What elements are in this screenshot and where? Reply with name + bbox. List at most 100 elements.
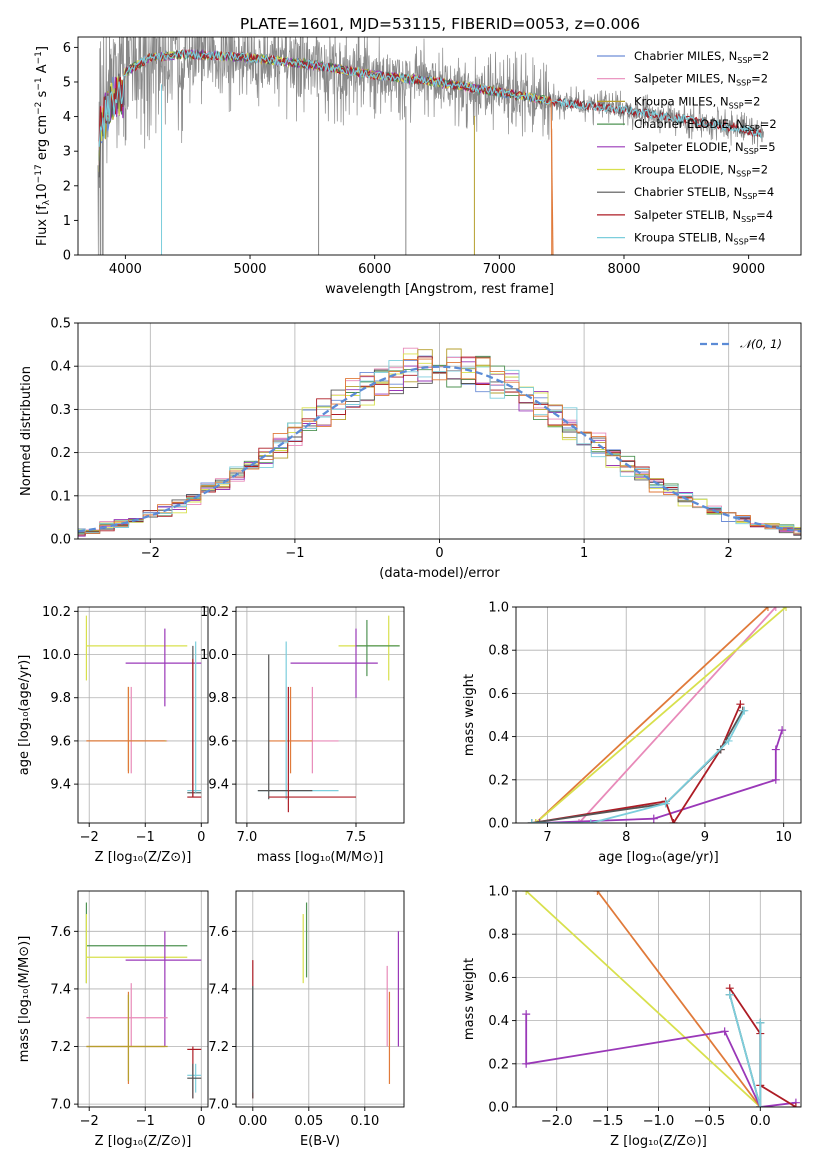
mass-age-crosses bbox=[257, 615, 400, 813]
x-tick-label: −1.5 bbox=[592, 1114, 624, 1129]
weight-marker bbox=[535, 819, 544, 823]
y-tick-label: 9.8 bbox=[50, 691, 71, 706]
y-tick-label: 0.4 bbox=[488, 1014, 509, 1029]
y-tick-label: 0.2 bbox=[488, 1057, 509, 1072]
weight-marker bbox=[724, 736, 733, 745]
weight-marker bbox=[669, 819, 678, 823]
x-tick-label: 9000 bbox=[732, 262, 765, 277]
age-weight-lines bbox=[527, 607, 791, 823]
x-tick-label: −2 bbox=[80, 830, 99, 845]
x-tick-label: 6000 bbox=[358, 262, 391, 277]
x-axis-label: age [log₁₀(age/yr)] bbox=[598, 850, 719, 865]
y-tick-label: 9.4 bbox=[50, 778, 71, 793]
x-axis-label: Z [log₁₀(Z/Z⊙)] bbox=[95, 1134, 192, 1149]
x-tick-label: 7 bbox=[543, 830, 551, 845]
weight-marker bbox=[736, 700, 745, 709]
y-axis-label: mass weight bbox=[462, 674, 477, 756]
age-weight-axes: 7 8 9 10 0.0 0.2 0.4 0.6 0.8 1.0 age [log₁₀(age/yr… bbox=[462, 601, 801, 865]
x-tick-label: 7.5 bbox=[346, 830, 367, 845]
y-tick-label: 1.0 bbox=[488, 885, 509, 900]
y-axis-label: Flux [fλ10−17 erg cm−2 s−1 A−1] bbox=[34, 46, 52, 246]
weight-marker bbox=[586, 819, 595, 823]
weight-line bbox=[531, 703, 742, 823]
legend-entry: 𝒩(0, 1) bbox=[740, 337, 782, 351]
weight-marker bbox=[782, 607, 791, 611]
x-tick-label: 2 bbox=[725, 546, 733, 561]
y-tick-label: 0.4 bbox=[50, 360, 71, 375]
weight-marker bbox=[593, 891, 602, 895]
spectrum-legend: Chabrier MILES, NSSP=2 Salpeter MILES, NS… bbox=[597, 49, 777, 247]
weight-marker bbox=[740, 706, 749, 715]
weight-marker bbox=[661, 799, 670, 808]
y-tick-label: 7.0 bbox=[208, 1098, 229, 1113]
residual-histograms bbox=[78, 347, 801, 537]
x-tick-label: 10 bbox=[775, 830, 792, 845]
x-tick-label: 7.0 bbox=[237, 830, 258, 845]
z-mass-axes: −2 −1 0 7.0 7.2 7.4 7.6 Z [log₁₀(Z/Z⊙)] mass [lo… bbox=[17, 891, 208, 1149]
y-tick-label: 9.6 bbox=[50, 734, 71, 749]
ebv-mass-axes: 0.00 0.05 0.10 7.0 7.2 7.4 7.6 E(B-V) bbox=[208, 891, 404, 1149]
legend-entry: Salpeter ELODIE, NSSP=5 bbox=[634, 140, 776, 156]
x-axis-label: wavelength [Angstrom, rest frame] bbox=[325, 282, 554, 297]
mass-age-axes: 7.0 7.5 9.4 9.6 9.8 10.0 10.2 mass [log₁₀(M/M⊙)… bbox=[200, 605, 404, 865]
y-tick-label: 9.4 bbox=[208, 778, 229, 793]
y-tick-label: 0.2 bbox=[488, 773, 509, 788]
spectrum-plot bbox=[97, 37, 764, 255]
weight-marker bbox=[756, 1103, 765, 1107]
x-tick-label: −1 bbox=[285, 546, 304, 561]
residuals-axes: −2 −1 0 1 2 0.0 0.1 0.2 0.3 0.4 0.5 (data-model)/er… bbox=[19, 317, 801, 581]
legend-entry: Chabrier STELIB, NSSP=4 bbox=[634, 185, 774, 201]
model-spectrum bbox=[98, 49, 762, 147]
residual-histogram bbox=[78, 356, 801, 536]
weight-marker bbox=[527, 819, 536, 823]
y-tick-label: 0.6 bbox=[488, 971, 509, 986]
x-tick-label: −1 bbox=[136, 830, 155, 845]
weight-marker bbox=[763, 607, 772, 611]
x-tick-label: 5000 bbox=[233, 262, 266, 277]
y-axis-label: age [log₁₀(age/yr)] bbox=[17, 655, 32, 776]
z-mass-crosses bbox=[85, 902, 202, 1099]
legend-entry: Salpeter MILES, NSSP=2 bbox=[634, 72, 768, 88]
z-age-frame bbox=[77, 606, 209, 824]
x-tick-label: 0.05 bbox=[294, 1114, 323, 1129]
x-tick-label: −1.0 bbox=[643, 1114, 675, 1129]
legend-entry: Salpeter STELIB, NSSP=4 bbox=[634, 208, 773, 224]
x-tick-label: 8 bbox=[622, 830, 630, 845]
weight-line bbox=[596, 891, 762, 1107]
legend-entry: Chabrier MILES, NSSP=2 bbox=[634, 49, 769, 65]
y-tick-label: 7.6 bbox=[50, 925, 71, 940]
y-tick-label: 1 bbox=[63, 214, 71, 229]
y-tick-label: 9.8 bbox=[208, 691, 229, 706]
legend-entry: Kroupa MILES, NSSP=2 bbox=[634, 94, 761, 110]
x-axis-label: mass [log₁₀(M/M⊙)] bbox=[257, 850, 384, 865]
z-weight-lines bbox=[522, 891, 800, 1107]
weight-marker bbox=[531, 819, 540, 823]
residuals-frame bbox=[77, 322, 802, 540]
y-tick-label: 5 bbox=[63, 75, 71, 90]
x-tick-label: 4000 bbox=[109, 262, 142, 277]
weight-marker bbox=[649, 814, 658, 823]
legend-entry: Chabrier ELODIE, NSSP=2 bbox=[634, 117, 777, 133]
weight-marker bbox=[771, 607, 780, 611]
y-axis-label: mass weight bbox=[462, 958, 477, 1040]
weight-marker bbox=[522, 891, 531, 895]
y-tick-label: 10.2 bbox=[42, 605, 71, 620]
z-weight-axes: −2.0 −1.5 −1.0 −0.5 0.0 0.0 0.2 0.4 0.6 0.8 1.0 Z [… bbox=[462, 885, 801, 1149]
ebv-mass-crosses bbox=[252, 902, 399, 1099]
y-tick-label: 7.4 bbox=[50, 982, 71, 997]
spectrum-axes: 4000 5000 6000 7000 8000 9000 0 1 2 3 4 5 6 wavelengt… bbox=[63, 41, 765, 297]
weight-marker bbox=[574, 819, 583, 823]
weight-line bbox=[525, 1014, 797, 1107]
y-tick-label: 1.0 bbox=[488, 601, 509, 616]
z-mass-frame bbox=[77, 890, 209, 1108]
x-tick-label: 0.0 bbox=[750, 1114, 771, 1129]
y-tick-label: 7.2 bbox=[208, 1040, 229, 1055]
residual-histogram bbox=[78, 347, 801, 533]
y-tick-label: 0.3 bbox=[50, 403, 71, 418]
y-tick-label: 10.0 bbox=[42, 648, 71, 663]
weight-marker bbox=[771, 775, 780, 784]
figure-title: PLATE=1601, MJD=53115, FIBERID=0053, z=0… bbox=[240, 15, 640, 33]
y-tick-label: 0.6 bbox=[488, 687, 509, 702]
weight-line bbox=[728, 994, 762, 1107]
